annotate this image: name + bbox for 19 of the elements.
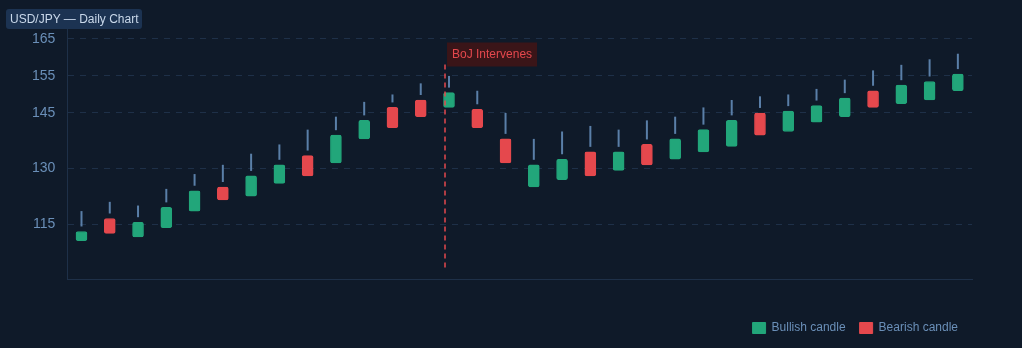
candlestick bbox=[867, 69, 879, 108]
candlestick bbox=[923, 58, 936, 101]
annotation: BoJ Intervenes bbox=[452, 46, 533, 61]
candlestick bbox=[641, 119, 653, 166]
y-tick-label: 155 bbox=[32, 66, 56, 83]
y-tick-label: 165 bbox=[32, 29, 56, 46]
chart-title: USD/JPY — Daily Chart bbox=[6, 9, 143, 29]
candlestick bbox=[75, 210, 88, 242]
candlestick bbox=[103, 200, 116, 234]
legend-label: Bullish candle bbox=[771, 320, 846, 335]
candlestick bbox=[217, 163, 229, 201]
y-tick-label: 130 bbox=[32, 159, 56, 176]
y-tick-label: 115 bbox=[33, 214, 56, 231]
candlestick bbox=[301, 128, 314, 177]
candlestick bbox=[556, 130, 568, 180]
legend-label: Bearish candle bbox=[878, 320, 959, 335]
candlestick bbox=[245, 152, 257, 197]
candlestick bbox=[132, 204, 144, 238]
y-tick-label: 145 bbox=[32, 103, 56, 120]
